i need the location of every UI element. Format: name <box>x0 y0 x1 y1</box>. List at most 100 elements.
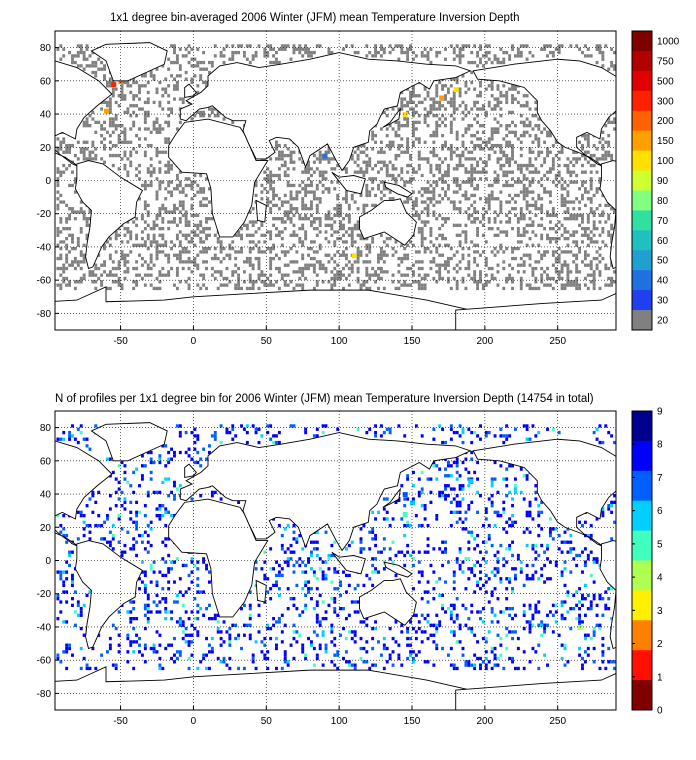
data-cell <box>467 44 471 48</box>
data-cell <box>476 114 480 118</box>
data-cell <box>432 197 436 201</box>
data-cell <box>231 44 235 48</box>
data-cell <box>152 223 156 227</box>
data-cell <box>272 193 276 198</box>
data-cell <box>269 180 273 184</box>
data-cell <box>481 104 485 108</box>
data-cell <box>613 50 616 55</box>
data-cell <box>257 227 261 231</box>
data-cell <box>455 504 459 508</box>
data-cell <box>528 150 532 154</box>
data-cell <box>417 157 421 161</box>
data-cell <box>310 203 313 208</box>
data-cell <box>487 84 491 88</box>
data-cell <box>312 607 316 611</box>
data-cell <box>484 273 488 277</box>
data-cell <box>569 570 573 574</box>
data-cell <box>263 573 267 578</box>
data-cell <box>356 220 360 224</box>
data-cell <box>406 543 410 548</box>
data-cell <box>592 227 596 231</box>
data-cell <box>455 133 459 138</box>
data-cell <box>388 190 392 194</box>
data-cell <box>473 663 477 667</box>
data-cell <box>598 140 602 144</box>
data-cell <box>82 57 86 61</box>
data-cell <box>374 163 378 168</box>
data-cell <box>446 494 450 498</box>
data-cell <box>388 143 392 148</box>
data-cell <box>88 666 92 671</box>
data-cell <box>173 243 176 247</box>
data-cell <box>525 193 529 198</box>
data-cell <box>123 233 127 237</box>
data-cell <box>467 557 471 561</box>
data-cell <box>219 283 223 287</box>
data-cell <box>173 283 176 287</box>
data-cell <box>56 47 60 51</box>
data-cell <box>560 613 564 617</box>
data-cell <box>508 607 512 611</box>
data-cell <box>158 167 162 171</box>
data-cell <box>438 620 442 624</box>
data-cell <box>548 200 552 204</box>
data-cell <box>543 127 547 131</box>
data-cell <box>511 177 514 181</box>
data-cell <box>388 626 392 631</box>
data-cell <box>379 190 383 194</box>
data-cell <box>479 563 482 568</box>
data-cell <box>73 590 77 594</box>
data-cell <box>126 110 130 115</box>
data-cell <box>164 537 168 541</box>
data-cell <box>82 520 86 524</box>
data-cell <box>490 137 494 141</box>
data-cell <box>572 280 576 284</box>
data-cell <box>140 560 144 564</box>
data-cell <box>193 616 197 621</box>
data-cell <box>502 183 506 188</box>
data-cell <box>213 44 217 48</box>
data-cell <box>586 273 590 277</box>
data-cell <box>406 124 410 128</box>
data-cell <box>607 117 611 121</box>
data-cell <box>496 656 500 661</box>
data-cell <box>336 613 340 617</box>
data-cell <box>263 54 267 58</box>
data-cell <box>516 54 520 58</box>
data-cell <box>554 250 558 254</box>
data-cell <box>181 54 185 58</box>
data-cell <box>289 543 293 548</box>
data-cell <box>173 47 176 51</box>
data-cell <box>406 57 410 61</box>
data-cell <box>522 263 526 267</box>
data-cell <box>417 100 421 105</box>
data-cell <box>307 590 310 594</box>
data-cell <box>458 153 462 158</box>
data-cell <box>62 650 66 654</box>
data-cell <box>120 94 124 98</box>
data-cell <box>382 250 386 254</box>
data-cell <box>464 557 468 561</box>
data-cell <box>385 143 389 148</box>
data-cell <box>208 643 211 647</box>
data-cell <box>534 607 538 611</box>
data-cell <box>522 173 526 178</box>
data-cell <box>59 570 63 574</box>
data-cell <box>79 207 83 211</box>
data-cell <box>368 193 372 198</box>
data-cell <box>143 100 147 105</box>
data-cell <box>280 547 284 551</box>
data-cell <box>213 54 217 58</box>
data-cell <box>409 97 412 101</box>
data-cell <box>222 117 226 121</box>
data-cell <box>464 286 468 291</box>
data-cell <box>537 610 541 614</box>
data-cell <box>479 270 482 274</box>
data-cell <box>59 173 63 178</box>
data-cell <box>525 44 529 48</box>
data-cell <box>435 90 439 95</box>
data-cell <box>548 213 552 218</box>
data-cell <box>499 580 503 584</box>
data-cell <box>135 467 139 471</box>
data-cell <box>388 547 392 551</box>
